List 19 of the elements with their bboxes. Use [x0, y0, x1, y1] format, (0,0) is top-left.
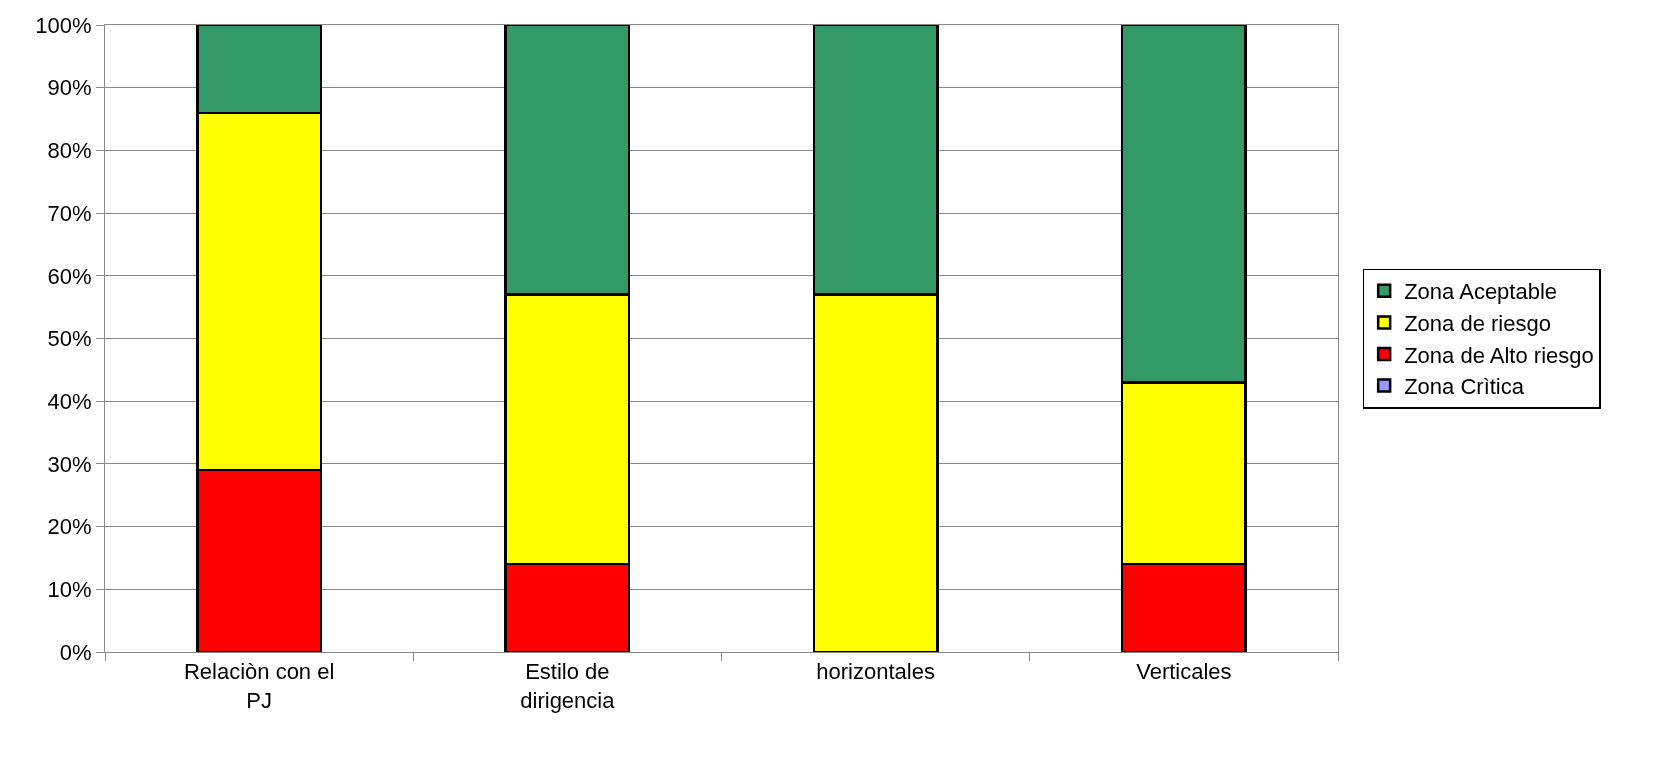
x-tick-label: Verticales [1136, 659, 1232, 685]
y-tick-label: 10% [47, 577, 92, 602]
y-tick-label: 20% [47, 514, 92, 540]
legend-label: Zona Crìtica [1404, 374, 1525, 400]
y-tick-label: 60% [47, 263, 92, 289]
legend-label: Zona Aceptable [1404, 279, 1558, 305]
y-tick-label: 40% [47, 388, 92, 414]
x-tick-label: horizontales [816, 659, 935, 685]
legend-label: Zona de riesgo [1404, 310, 1551, 336]
y-tick-label: 100% [35, 12, 92, 38]
y-tick-label: 90% [47, 75, 92, 101]
y-tick-label: 50% [47, 326, 92, 352]
y-tick-label: 70% [47, 200, 92, 226]
x-tick-label: Estilo de dirigencia [520, 659, 616, 713]
x-tick-label: Relaciòn con el PJ [183, 659, 335, 713]
y-tick-label: 0% [59, 639, 92, 665]
y-tick-label: 30% [47, 451, 92, 477]
legend-label: Zona de Alto riesgo [1404, 342, 1594, 368]
y-tick-label: 80% [47, 138, 92, 164]
